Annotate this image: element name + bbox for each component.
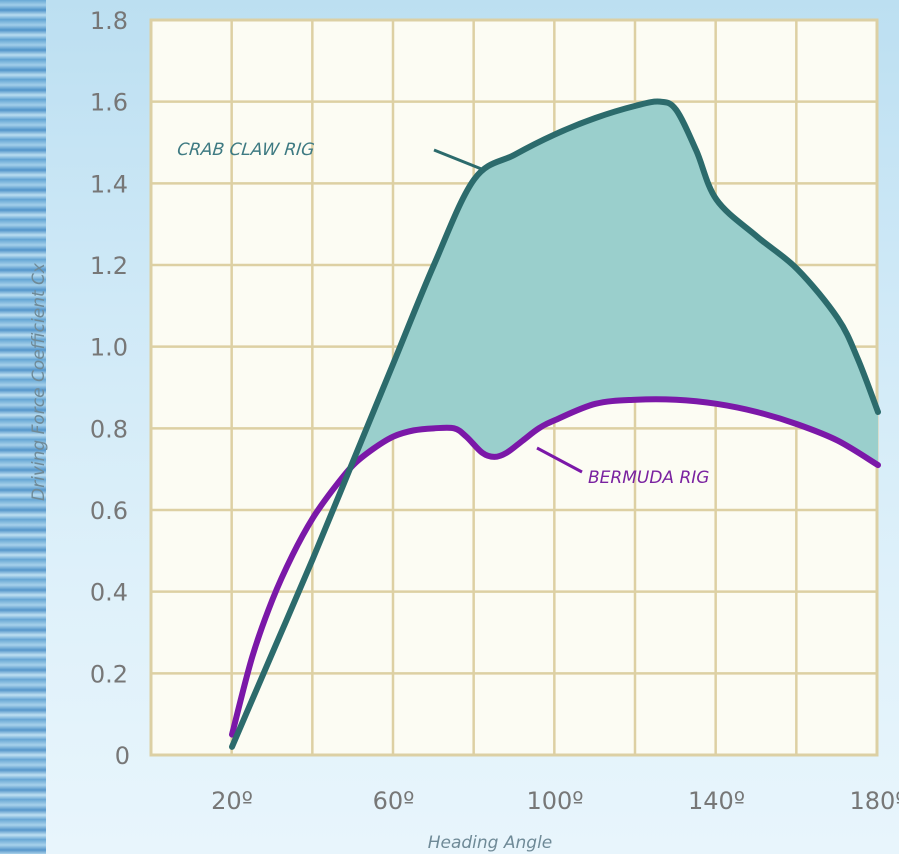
crab-claw-label: CRAB CLAW RIG — [176, 140, 315, 160]
y-tick-label: 1.2 — [90, 252, 128, 280]
y-tick-label: 0.8 — [90, 415, 128, 443]
area-between-series — [345, 101, 878, 482]
y-tick-label: 0.4 — [90, 579, 128, 607]
y-tick-label: 0.6 — [90, 497, 128, 525]
x-tick-label: 20º — [211, 787, 253, 815]
y-tick-label: 1.8 — [90, 7, 128, 35]
y-tick-labels: 0 0.2 0.4 0.6 0.8 1.0 1.2 1.4 1.6 1.8 — [90, 7, 130, 770]
y-tick-label: 0 — [115, 742, 130, 770]
x-tick-label: 180º — [849, 787, 899, 815]
bermuda-rig-line — [229, 396, 881, 738]
x-tick-label: 140º — [688, 787, 745, 815]
y-tick-label: 1.0 — [90, 334, 128, 362]
crab-claw-leader — [433, 148, 485, 172]
x-tick-label: 60º — [373, 787, 415, 815]
label-leaders — [433, 148, 583, 474]
x-tick-label: 100º — [526, 787, 583, 815]
bermuda-label: BERMUDA RIG — [588, 468, 709, 488]
water-texture-strip — [0, 0, 46, 854]
series-lines — [229, 98, 881, 750]
x-tick-labels: 20º 60º 100º 140º 180º — [211, 787, 899, 815]
crab-claw-rig-line — [229, 98, 881, 750]
y-tick-label: 0.2 — [90, 660, 128, 688]
x-axis-title: Heading Angle — [428, 833, 553, 853]
y-axis-title: Driving Force Coefficient Cx — [29, 262, 49, 501]
y-tick-label: 1.6 — [90, 89, 128, 117]
y-tick-label: 1.4 — [90, 170, 128, 198]
bermuda-leader — [536, 446, 583, 474]
